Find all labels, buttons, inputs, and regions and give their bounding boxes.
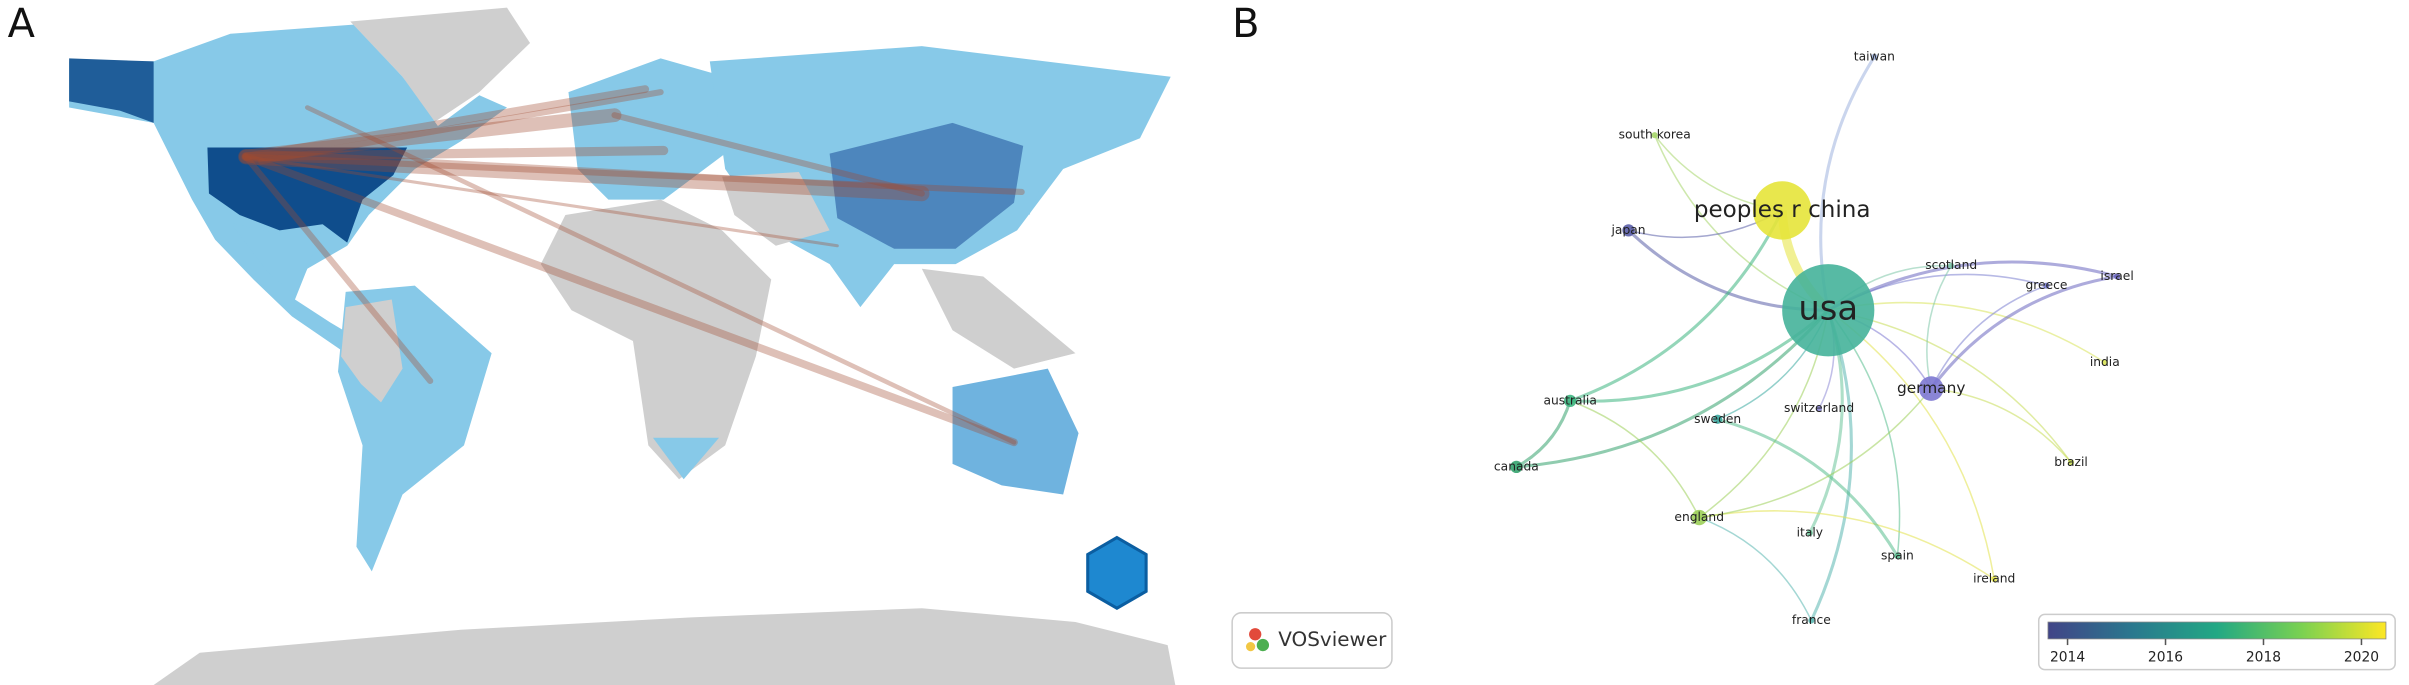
logo-box <box>1231 612 1393 669</box>
link <box>611 112 925 197</box>
link <box>241 152 1018 447</box>
network-edge <box>1699 388 1932 519</box>
vosviewer-logo: VOSviewer <box>1231 612 1393 669</box>
link <box>242 153 434 384</box>
node-label: greece <box>2025 278 2067 292</box>
southeast-asia <box>921 268 1076 369</box>
link <box>304 105 1017 445</box>
link <box>241 85 650 161</box>
network-node <box>1782 264 1875 357</box>
node-label: scotland <box>1925 258 1977 272</box>
node-label: peoples r china <box>1694 197 1871 223</box>
bibliometrix-logo <box>1086 535 1148 610</box>
network-node <box>1808 617 1815 624</box>
network-node <box>1713 414 1723 424</box>
network-edge <box>1926 265 1952 389</box>
node-label: japan <box>1611 223 1646 237</box>
node-label: sweden <box>1694 412 1741 426</box>
network-node <box>1894 552 1901 560</box>
greenland <box>350 7 531 123</box>
network-node <box>2114 273 2121 280</box>
mexico <box>230 222 323 295</box>
network-node <box>1991 575 1998 583</box>
node-label: ireland <box>1973 572 2015 586</box>
network-edge <box>1827 309 1995 580</box>
network-node <box>1871 53 1878 60</box>
link <box>238 108 622 164</box>
node-label: canada <box>1494 459 1539 473</box>
colorbar: 2014 2016 2018 2020 <box>2047 621 2387 665</box>
south-africa <box>652 437 720 480</box>
africa <box>540 199 772 480</box>
network-edge <box>1717 417 1899 557</box>
link <box>242 153 1025 196</box>
node-label: india <box>2090 355 2120 369</box>
panel-label: B <box>1232 1 1259 47</box>
china <box>829 122 1024 249</box>
logo-icon <box>1249 628 1262 641</box>
europe <box>568 58 726 200</box>
node-label: france <box>1792 613 1831 627</box>
network-edge <box>1931 387 2072 463</box>
collaboration-links <box>238 85 1025 447</box>
logo-icon <box>1245 641 1256 652</box>
colorbar-gradient <box>2047 621 2387 640</box>
network-node <box>1691 509 1707 526</box>
node-label: australia <box>1543 393 1596 407</box>
network-node <box>1948 262 1955 269</box>
network-node <box>1651 132 1658 139</box>
antarctica <box>153 608 1176 685</box>
network-edge <box>1569 209 1784 403</box>
panel-label: A <box>8 1 35 47</box>
colorbar-tick-label: 2020 <box>2344 649 2379 665</box>
japan <box>1017 153 1048 216</box>
network-edge <box>1698 516 1813 621</box>
node-label: south korea <box>1619 128 1691 142</box>
alaska <box>69 58 154 123</box>
colorbar-tick-label: 2016 <box>2148 649 2183 665</box>
network-node <box>1815 405 1823 412</box>
network-node <box>1806 529 1813 537</box>
node-label: switzerland <box>1784 401 1854 415</box>
colorbar-tick-label: 2018 <box>2246 649 2281 665</box>
logo-icon <box>1256 638 1270 652</box>
middle-east <box>722 172 830 246</box>
link <box>244 155 839 248</box>
network-edge <box>1569 400 1700 518</box>
node-label: spain <box>1881 548 1914 562</box>
network-node <box>1918 376 1944 401</box>
node-label: england <box>1674 510 1724 524</box>
link <box>241 145 669 162</box>
network-edge <box>1515 400 1572 469</box>
network-node <box>1752 181 1812 240</box>
network-node <box>1622 224 1635 237</box>
node-label: usa <box>1798 289 1858 328</box>
logo-text: VOSviewer <box>1278 627 1387 651</box>
world-map <box>69 7 1176 685</box>
network-node <box>2101 359 2108 366</box>
network-node <box>1564 394 1577 408</box>
node-label: israel <box>2100 269 2133 283</box>
network: taiwan south korea peoples r china japan usa… <box>1494 49 2134 627</box>
network-edge <box>1929 274 2118 390</box>
network-node <box>2043 282 2050 289</box>
network-node <box>1510 460 1523 474</box>
node-label: brazil <box>2054 455 2088 469</box>
colorbar-tick-label: 2014 <box>2050 649 2085 665</box>
network-node <box>2067 459 2075 466</box>
network-edge <box>1699 510 1995 580</box>
link <box>258 89 664 165</box>
node-label: germany <box>1897 379 1965 397</box>
australia <box>952 368 1079 495</box>
node-label: italy <box>1797 525 1823 539</box>
node-label: taiwan <box>1854 49 1895 63</box>
usa <box>207 147 408 243</box>
link <box>238 148 930 202</box>
network-edge <box>1516 309 1830 469</box>
south-america-grey <box>341 299 403 403</box>
network-edge <box>1930 284 2047 389</box>
